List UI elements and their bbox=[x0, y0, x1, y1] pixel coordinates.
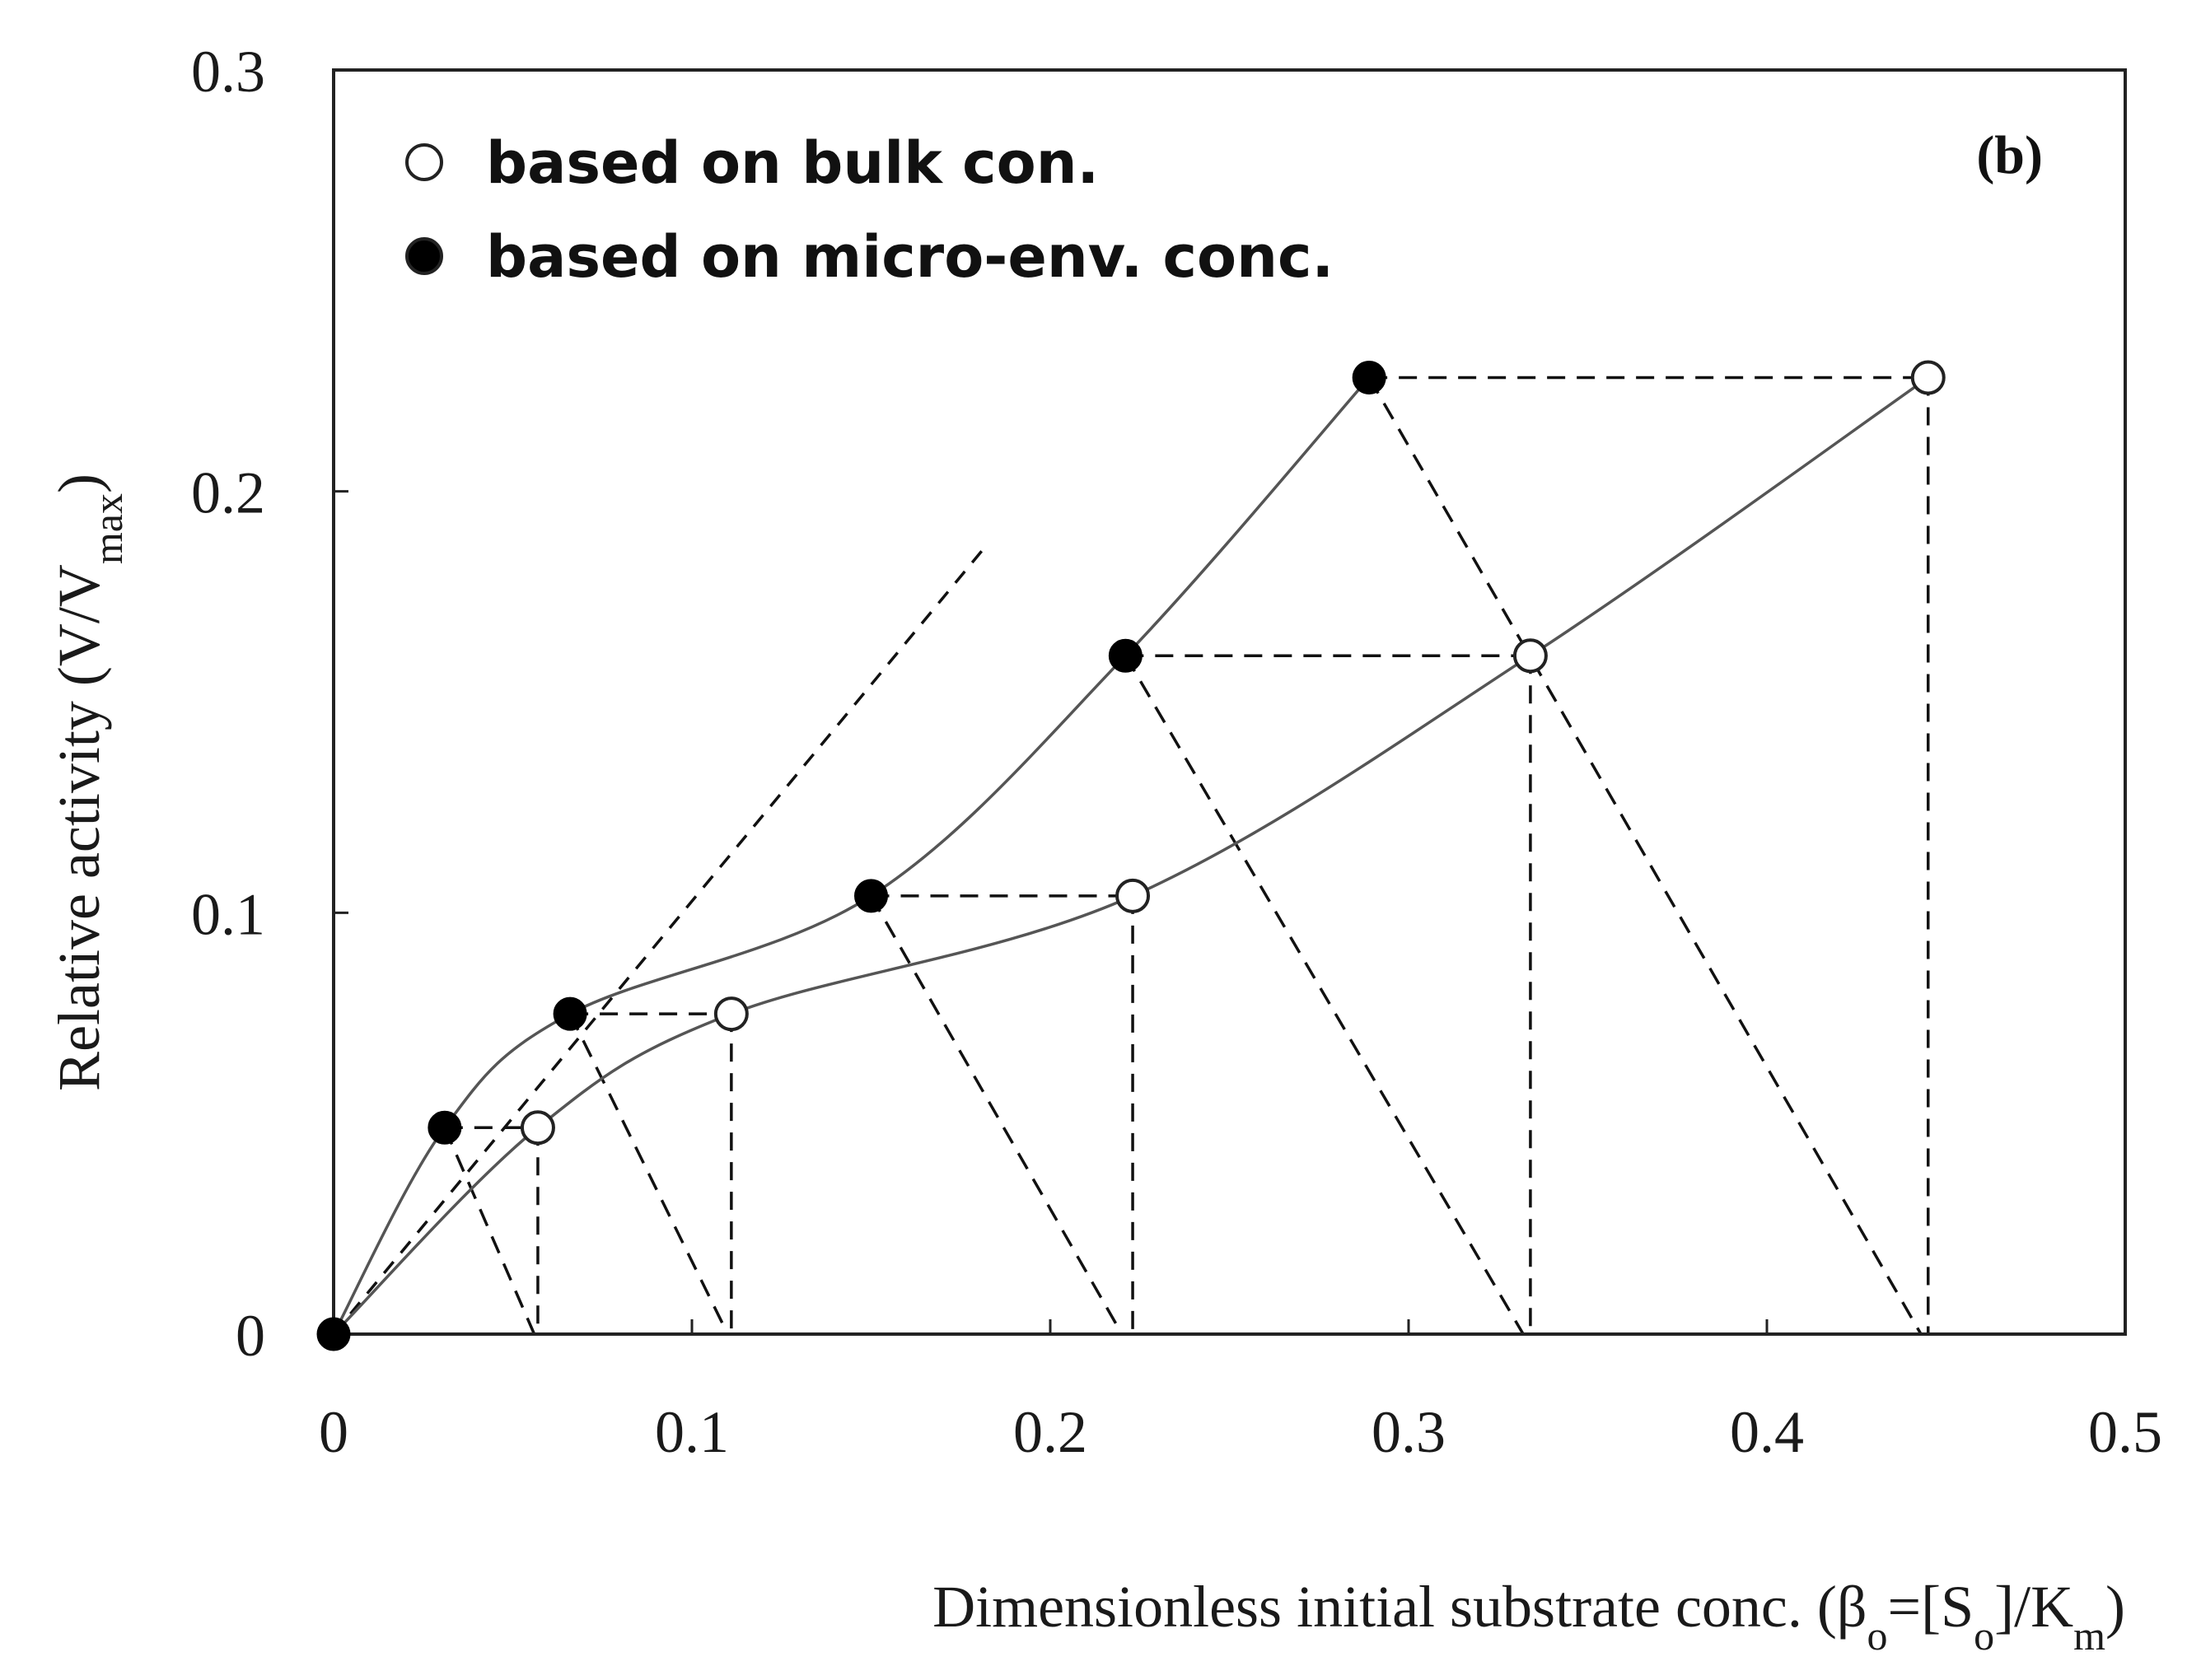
x-label-sub: m bbox=[2073, 1612, 2105, 1659]
x-tick-label: 0.3 bbox=[1372, 1399, 1446, 1465]
x-axis-label: Dimensionless initial substrate conc. (β… bbox=[932, 1574, 2125, 1659]
micro-env-point bbox=[854, 879, 888, 913]
micro-env-point bbox=[1108, 638, 1143, 673]
curves bbox=[332, 376, 1929, 1336]
micro-env-point bbox=[428, 1110, 462, 1145]
legend-label: based on bulk con. bbox=[486, 129, 1099, 197]
bulk-point bbox=[713, 996, 749, 1032]
y-label-text: Relative activity (V/V bbox=[46, 564, 112, 1091]
operating-line bbox=[443, 1127, 536, 1335]
x-tick-label: 0 bbox=[319, 1399, 348, 1465]
bulk-curve bbox=[332, 376, 1929, 1336]
operating-line bbox=[1367, 376, 1923, 1335]
initial-slope-line bbox=[332, 545, 988, 1336]
x-label-text: ) bbox=[2105, 1574, 2125, 1640]
y-tick-label: 0.2 bbox=[191, 460, 265, 526]
plot-frame bbox=[332, 68, 2127, 1336]
operating-line bbox=[568, 1013, 730, 1335]
dashed-guides bbox=[332, 376, 1930, 1336]
legend-open-circle-marker bbox=[405, 143, 443, 181]
axes bbox=[332, 68, 2127, 1336]
operating-line bbox=[1124, 655, 1525, 1335]
x-label-sub: o bbox=[1867, 1612, 1888, 1659]
x-label-text: Dimensionless initial substrate conc. (β bbox=[932, 1574, 1867, 1640]
y-axis-label: Relative activity (V/Vmax) bbox=[46, 474, 131, 1091]
panel-label: (b) bbox=[1976, 125, 2043, 185]
bulk-point bbox=[1512, 638, 1548, 674]
x-label-text: ]/K bbox=[1994, 1574, 2073, 1640]
markers bbox=[316, 360, 1946, 1351]
x-label-text: =[S bbox=[1888, 1574, 1974, 1640]
y-tick-label: 0 bbox=[236, 1303, 265, 1369]
bulk-point bbox=[1910, 360, 1946, 395]
micro-env-point bbox=[316, 1317, 351, 1351]
labels: 0 0.1 0.2 0.3 0.4 0.5 0 0.1 0.2 0.3 based on bulk … bbox=[46, 39, 2162, 1659]
y-label-sub: max bbox=[85, 493, 131, 564]
y-label-text: ) bbox=[46, 474, 112, 493]
legend-filled-circle-marker bbox=[405, 237, 443, 275]
x-tick-label: 0.5 bbox=[2088, 1399, 2162, 1465]
y-tick-label: 0.1 bbox=[191, 881, 265, 947]
x-label-sub: o bbox=[1974, 1612, 1994, 1659]
operating-line bbox=[869, 894, 1124, 1335]
legend-label: based on micro-env. conc. bbox=[486, 223, 1334, 291]
micro-env-point bbox=[553, 996, 587, 1031]
y-tick-label: 0.3 bbox=[191, 39, 265, 105]
bulk-point bbox=[1115, 878, 1151, 913]
micro-env-point bbox=[1352, 361, 1386, 395]
bulk-point bbox=[520, 1110, 555, 1146]
x-tick-label: 0.2 bbox=[1013, 1399, 1087, 1465]
x-tick-label: 0.1 bbox=[655, 1399, 729, 1465]
x-tick-label: 0.4 bbox=[1730, 1399, 1804, 1465]
